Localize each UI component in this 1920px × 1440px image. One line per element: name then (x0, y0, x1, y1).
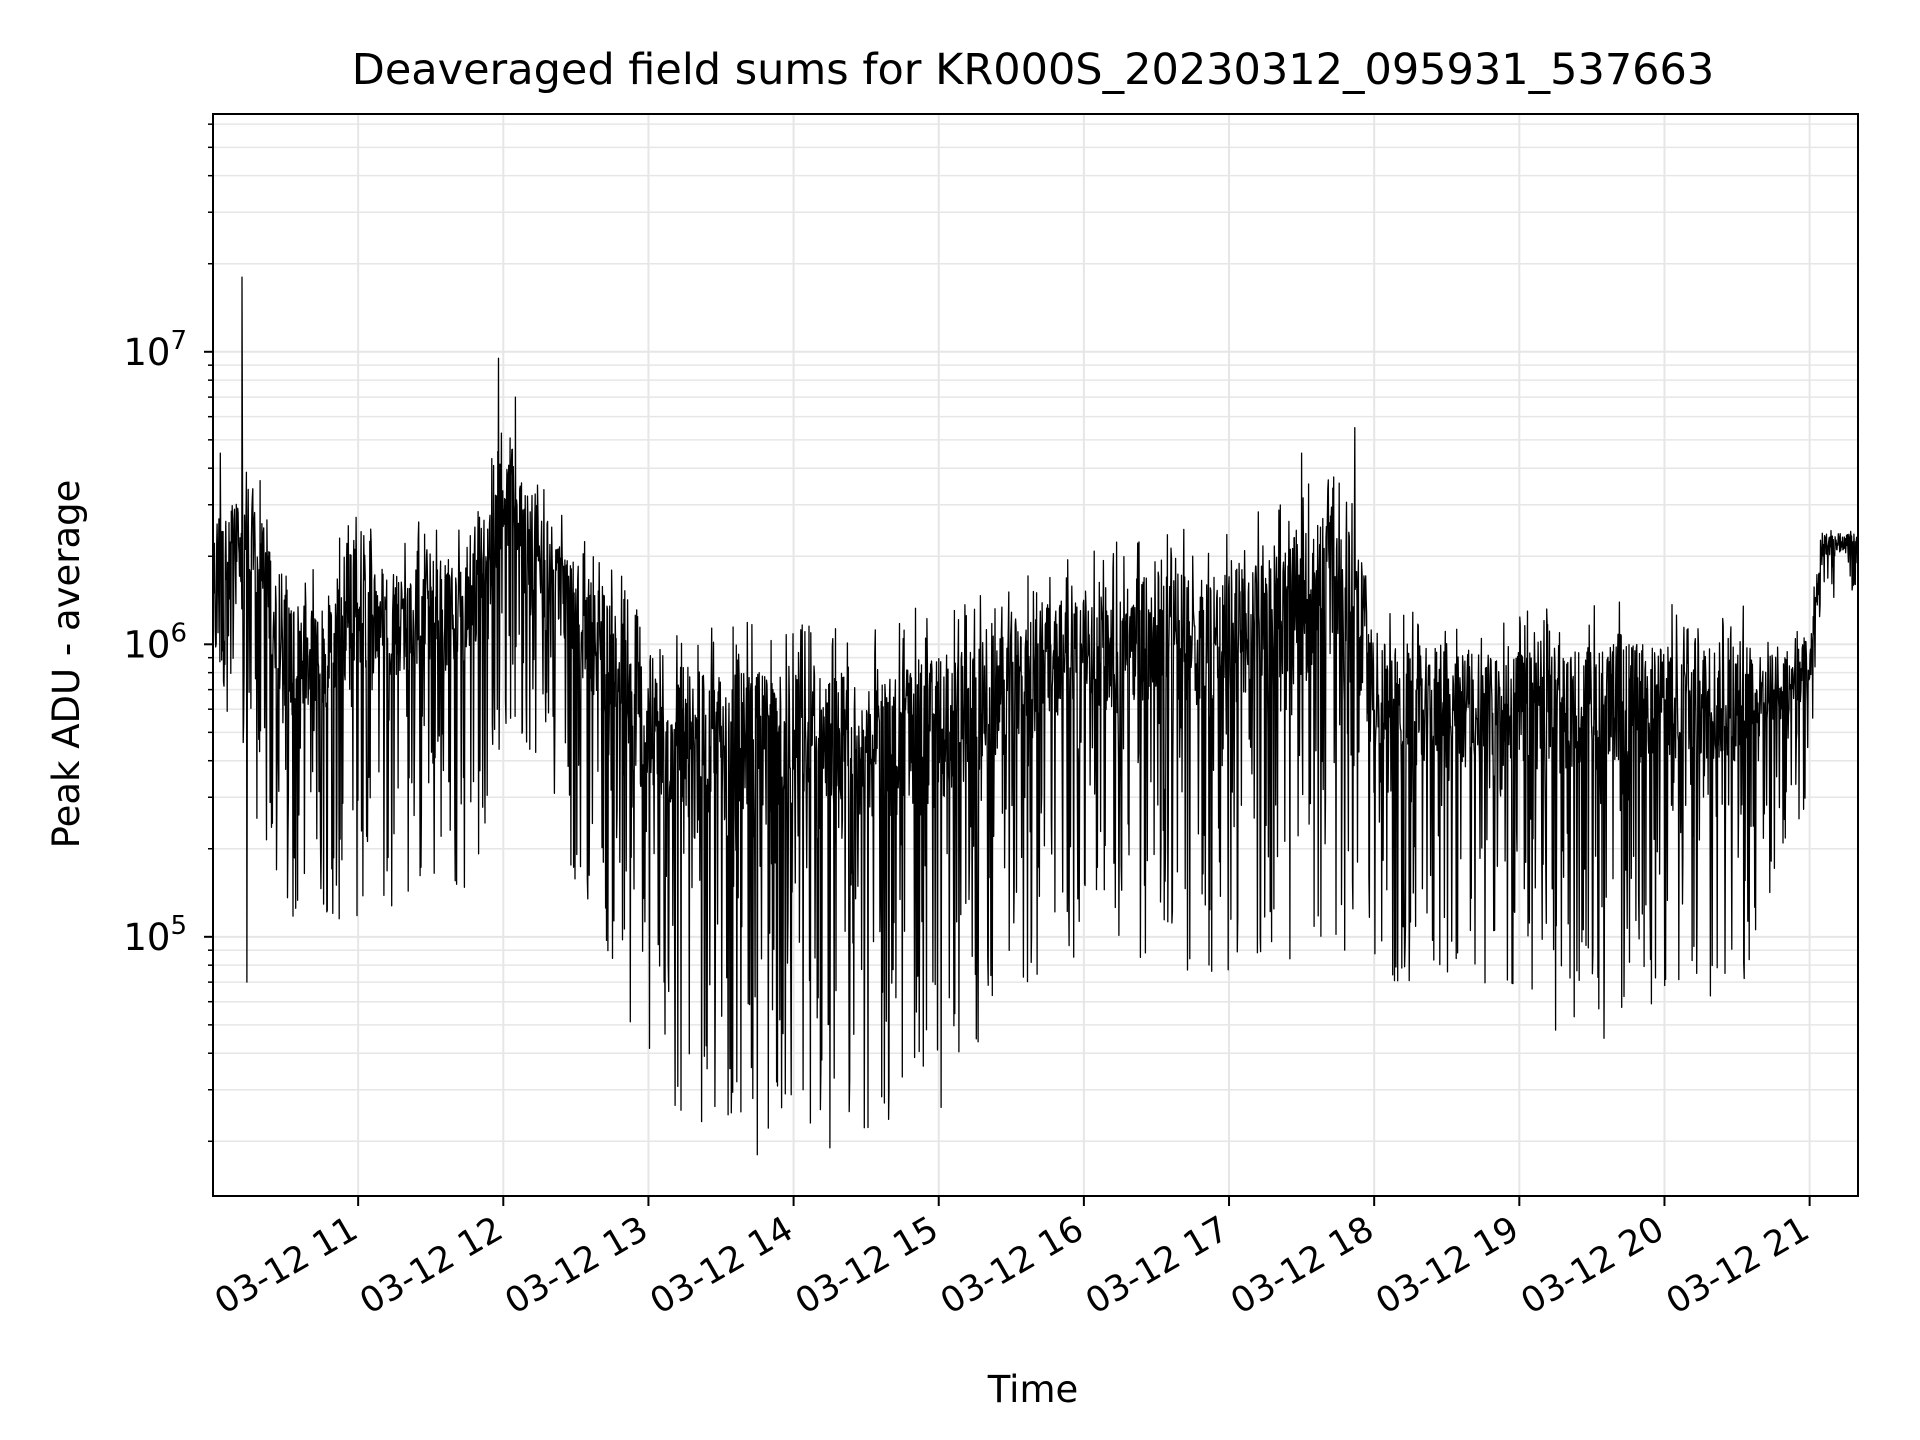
chart-title: Deaveraged field sums for KR000S_2023031… (352, 45, 1715, 95)
y-axis-ticks: 105 106 107 (123, 326, 187, 959)
y-tick-label: 106 (123, 618, 187, 666)
plot-frame (212, 113, 1859, 1197)
y-tick-label: 107 (123, 326, 187, 374)
series-layer (212, 276, 1859, 1156)
y-tick-label: 105 (123, 911, 187, 959)
series-line (212, 276, 1859, 1156)
x-axis-label: Time (987, 1368, 1079, 1411)
y-axis-label: Peak ADU - average (45, 480, 88, 849)
